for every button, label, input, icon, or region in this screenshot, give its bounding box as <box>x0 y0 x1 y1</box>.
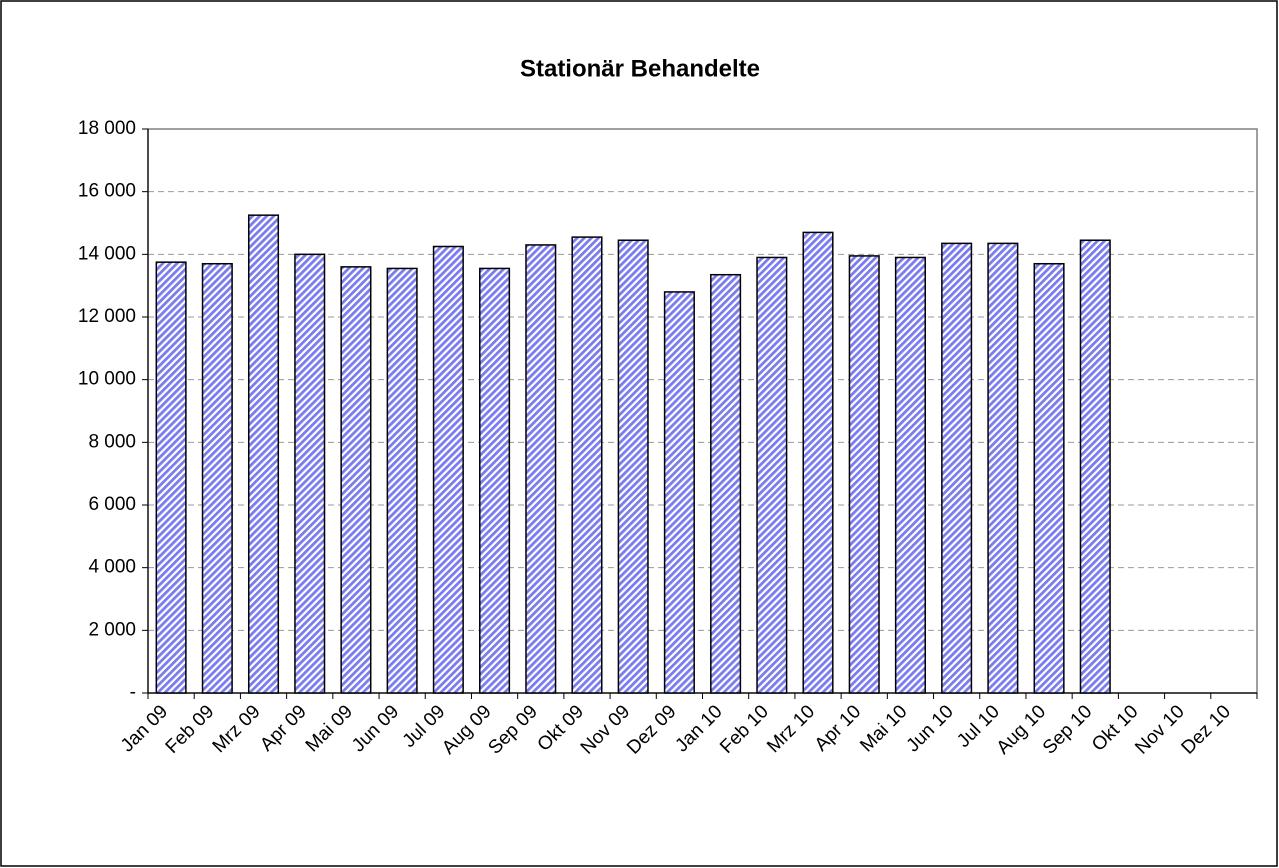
bar <box>294 253 326 694</box>
bar <box>479 267 511 694</box>
bar <box>1079 239 1111 694</box>
y-tick-label: 16 000 <box>78 181 136 202</box>
y-tick-label: 6 000 <box>88 494 136 515</box>
bar <box>894 256 926 694</box>
y-tick-label: 10 000 <box>78 369 136 390</box>
y-tick-label: 8 000 <box>88 431 136 452</box>
bar <box>802 231 834 694</box>
bar <box>155 261 187 694</box>
y-tick-label: 4 000 <box>88 557 136 578</box>
bar <box>663 291 695 694</box>
y-tick-label: - <box>130 682 136 703</box>
bar <box>340 266 372 694</box>
bar <box>756 256 788 694</box>
bar <box>432 245 464 694</box>
bar <box>525 244 557 694</box>
chart-title: Stationär Behandelte <box>520 55 760 82</box>
y-tick-label: 2 000 <box>88 619 136 640</box>
y-tick-label: 14 000 <box>78 243 136 264</box>
bar <box>247 214 280 694</box>
y-tick-label: 12 000 <box>78 306 136 327</box>
bar <box>617 239 649 694</box>
y-tick-label: 18 000 <box>78 118 136 139</box>
bar <box>987 242 1019 694</box>
bar <box>848 255 880 694</box>
bar <box>710 273 742 694</box>
bar <box>941 242 973 694</box>
bar <box>386 267 418 694</box>
bar <box>201 262 233 694</box>
bar <box>571 236 603 694</box>
bar <box>1033 262 1065 694</box>
